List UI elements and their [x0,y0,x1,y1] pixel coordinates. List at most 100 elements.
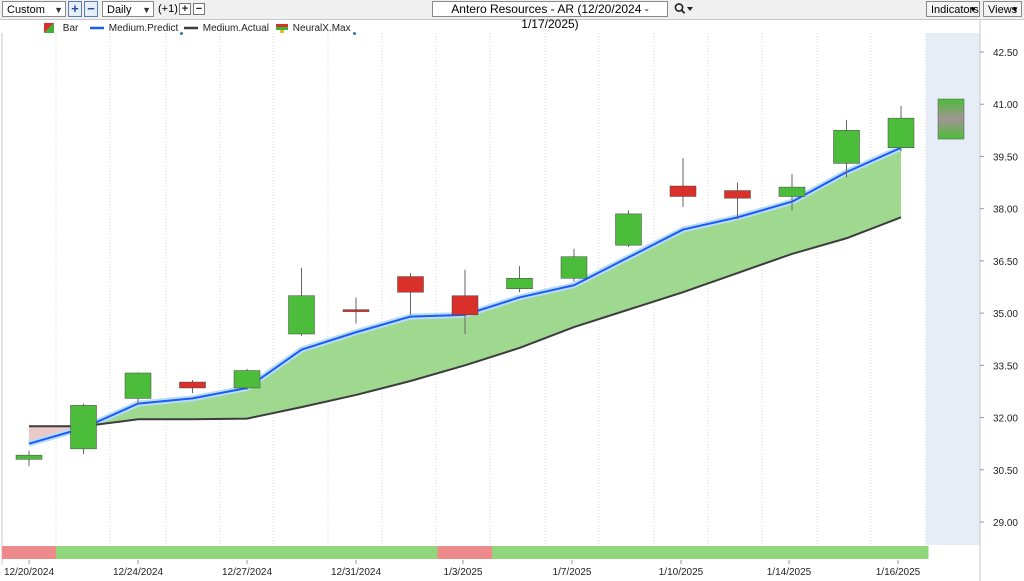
period-select[interactable]: Daily ▼ [102,1,154,17]
period-select-value: Daily [107,4,132,16]
candle-body [70,405,97,450]
candle-body [288,295,315,335]
y-tick-label: 35.00 [993,309,1018,320]
candle-body [451,295,479,316]
candle-body [233,370,261,389]
x-tick-label: 12/20/2024 [4,567,54,578]
bar-swatch-icon [44,23,54,34]
indicators-button-label: Indicators [931,4,979,16]
y-tick-label: 33.50 [993,361,1018,372]
chevron-down-icon [687,7,693,11]
legend-item-neuralx-max[interactable]: NeuralX.Max [276,23,356,35]
step-plus-button[interactable]: + [179,3,191,15]
candle-body [887,117,915,148]
y-tick-label: 41.00 [993,100,1018,111]
signal-cell [56,546,111,559]
signal-cell [492,546,547,559]
settings-dot-icon [352,32,356,35]
band-segment [247,349,302,419]
offset-label: (+1) [158,3,178,15]
toolbar: Custom ▼ + − Daily ▼ (+1) + − Antero Res… [0,0,1024,31]
signal-cell [655,546,711,559]
candle-body [397,276,424,293]
signal-cell [437,546,493,559]
price-chart[interactable]: 42.50 41.00 39.50 38.00 36.50 35.00 33.50 32.00… [0,19,1024,581]
y-tick-label: 38.00 [993,205,1018,216]
band-segment [737,201,792,274]
neuralx-forecast [937,98,965,140]
band-segment [683,217,738,293]
chevron-down-icon: ▼ [969,5,977,14]
legend-label: Bar [62,23,79,34]
band-segment [628,229,683,310]
x-tick-label: 12/31/2024 [331,567,381,578]
settings-dot-icon [180,32,184,35]
band-segment [465,297,520,366]
band-segment [301,332,356,408]
legend-label: Medium.Actual [202,23,269,34]
candle-body [179,381,206,389]
line-swatch-icon [184,27,198,30]
x-tick-label: 1/7/2025 [553,567,592,578]
candle-body [669,185,697,197]
signal-cell [873,546,929,559]
signal-cell [819,546,874,559]
chart-title[interactable]: Antero Resources - AR (12/20/2024 - 1/17… [432,1,668,31]
signal-cell [274,546,329,559]
y-tick-label: 39.50 [993,152,1018,163]
y-axis: 42.50 41.00 39.50 38.00 36.50 35.00 33.50 32.00… [980,48,1018,529]
y-tick-label: 29.00 [993,518,1018,529]
step-minus-button[interactable]: − [193,3,205,15]
signal-cell [764,546,820,559]
signal-cell [2,546,57,559]
signal-strip [2,546,929,559]
legend-item-medium-actual[interactable]: Medium.Actual [184,23,269,35]
candle-body [724,190,751,199]
candle-body [124,372,152,399]
band-segment [410,314,465,381]
search-button[interactable] [672,1,694,17]
x-tick-label: 12/24/2024 [113,567,163,578]
range-select[interactable]: Custom ▼ [2,1,66,17]
y-tick-label: 36.50 [993,257,1018,268]
candle-body [560,256,588,279]
legend-item-medium-predict[interactable]: Medium.Predict [90,23,184,35]
x-tick-label: 1/10/2025 [659,567,704,578]
y-tick-label: 32.00 [993,414,1018,425]
band-segment [792,172,847,254]
medium-actual-line [29,216,902,428]
signal-cell [219,546,275,559]
band-segment [519,285,574,348]
candle-body [778,186,806,197]
neuralx-max-box [937,98,965,140]
indicators-button[interactable]: Indicators ▼ [926,1,980,17]
candle-body [615,213,642,246]
legend-label: NeuralX.Max [292,23,351,34]
signal-cell [710,546,765,559]
x-tick-label: 12/27/2024 [222,567,272,578]
signal-cell [383,546,438,559]
views-button[interactable]: Views ▼ [983,1,1022,17]
search-icon [674,3,693,14]
x-axis: 12/20/2024 12/24/2024 12/27/2024 12/31/2024… [4,560,921,578]
add-button[interactable]: + [68,1,82,17]
candle-body [342,309,370,312]
views-button-label: Views [988,4,1018,16]
x-tick-label: 1/3/2025 [444,567,483,578]
candle-body [15,454,43,460]
signal-cell [601,546,656,559]
range-select-value: Custom [7,4,45,16]
neuralx-swatch-icon [276,24,288,34]
legend-label: Medium.Predict [108,23,179,34]
signal-cell [110,546,166,559]
remove-button[interactable]: − [84,1,98,17]
x-tick-label: 1/16/2025 [876,567,921,578]
legend-item-bar[interactable]: Bar [44,23,78,35]
chevron-down-icon: ▼ [54,5,63,15]
signal-cell [165,546,220,559]
x-tick-label: 1/14/2025 [767,567,812,578]
signal-cell [328,546,384,559]
chart-grid [1,19,981,581]
candles [15,105,915,467]
y-tick-label: 30.50 [993,466,1018,477]
